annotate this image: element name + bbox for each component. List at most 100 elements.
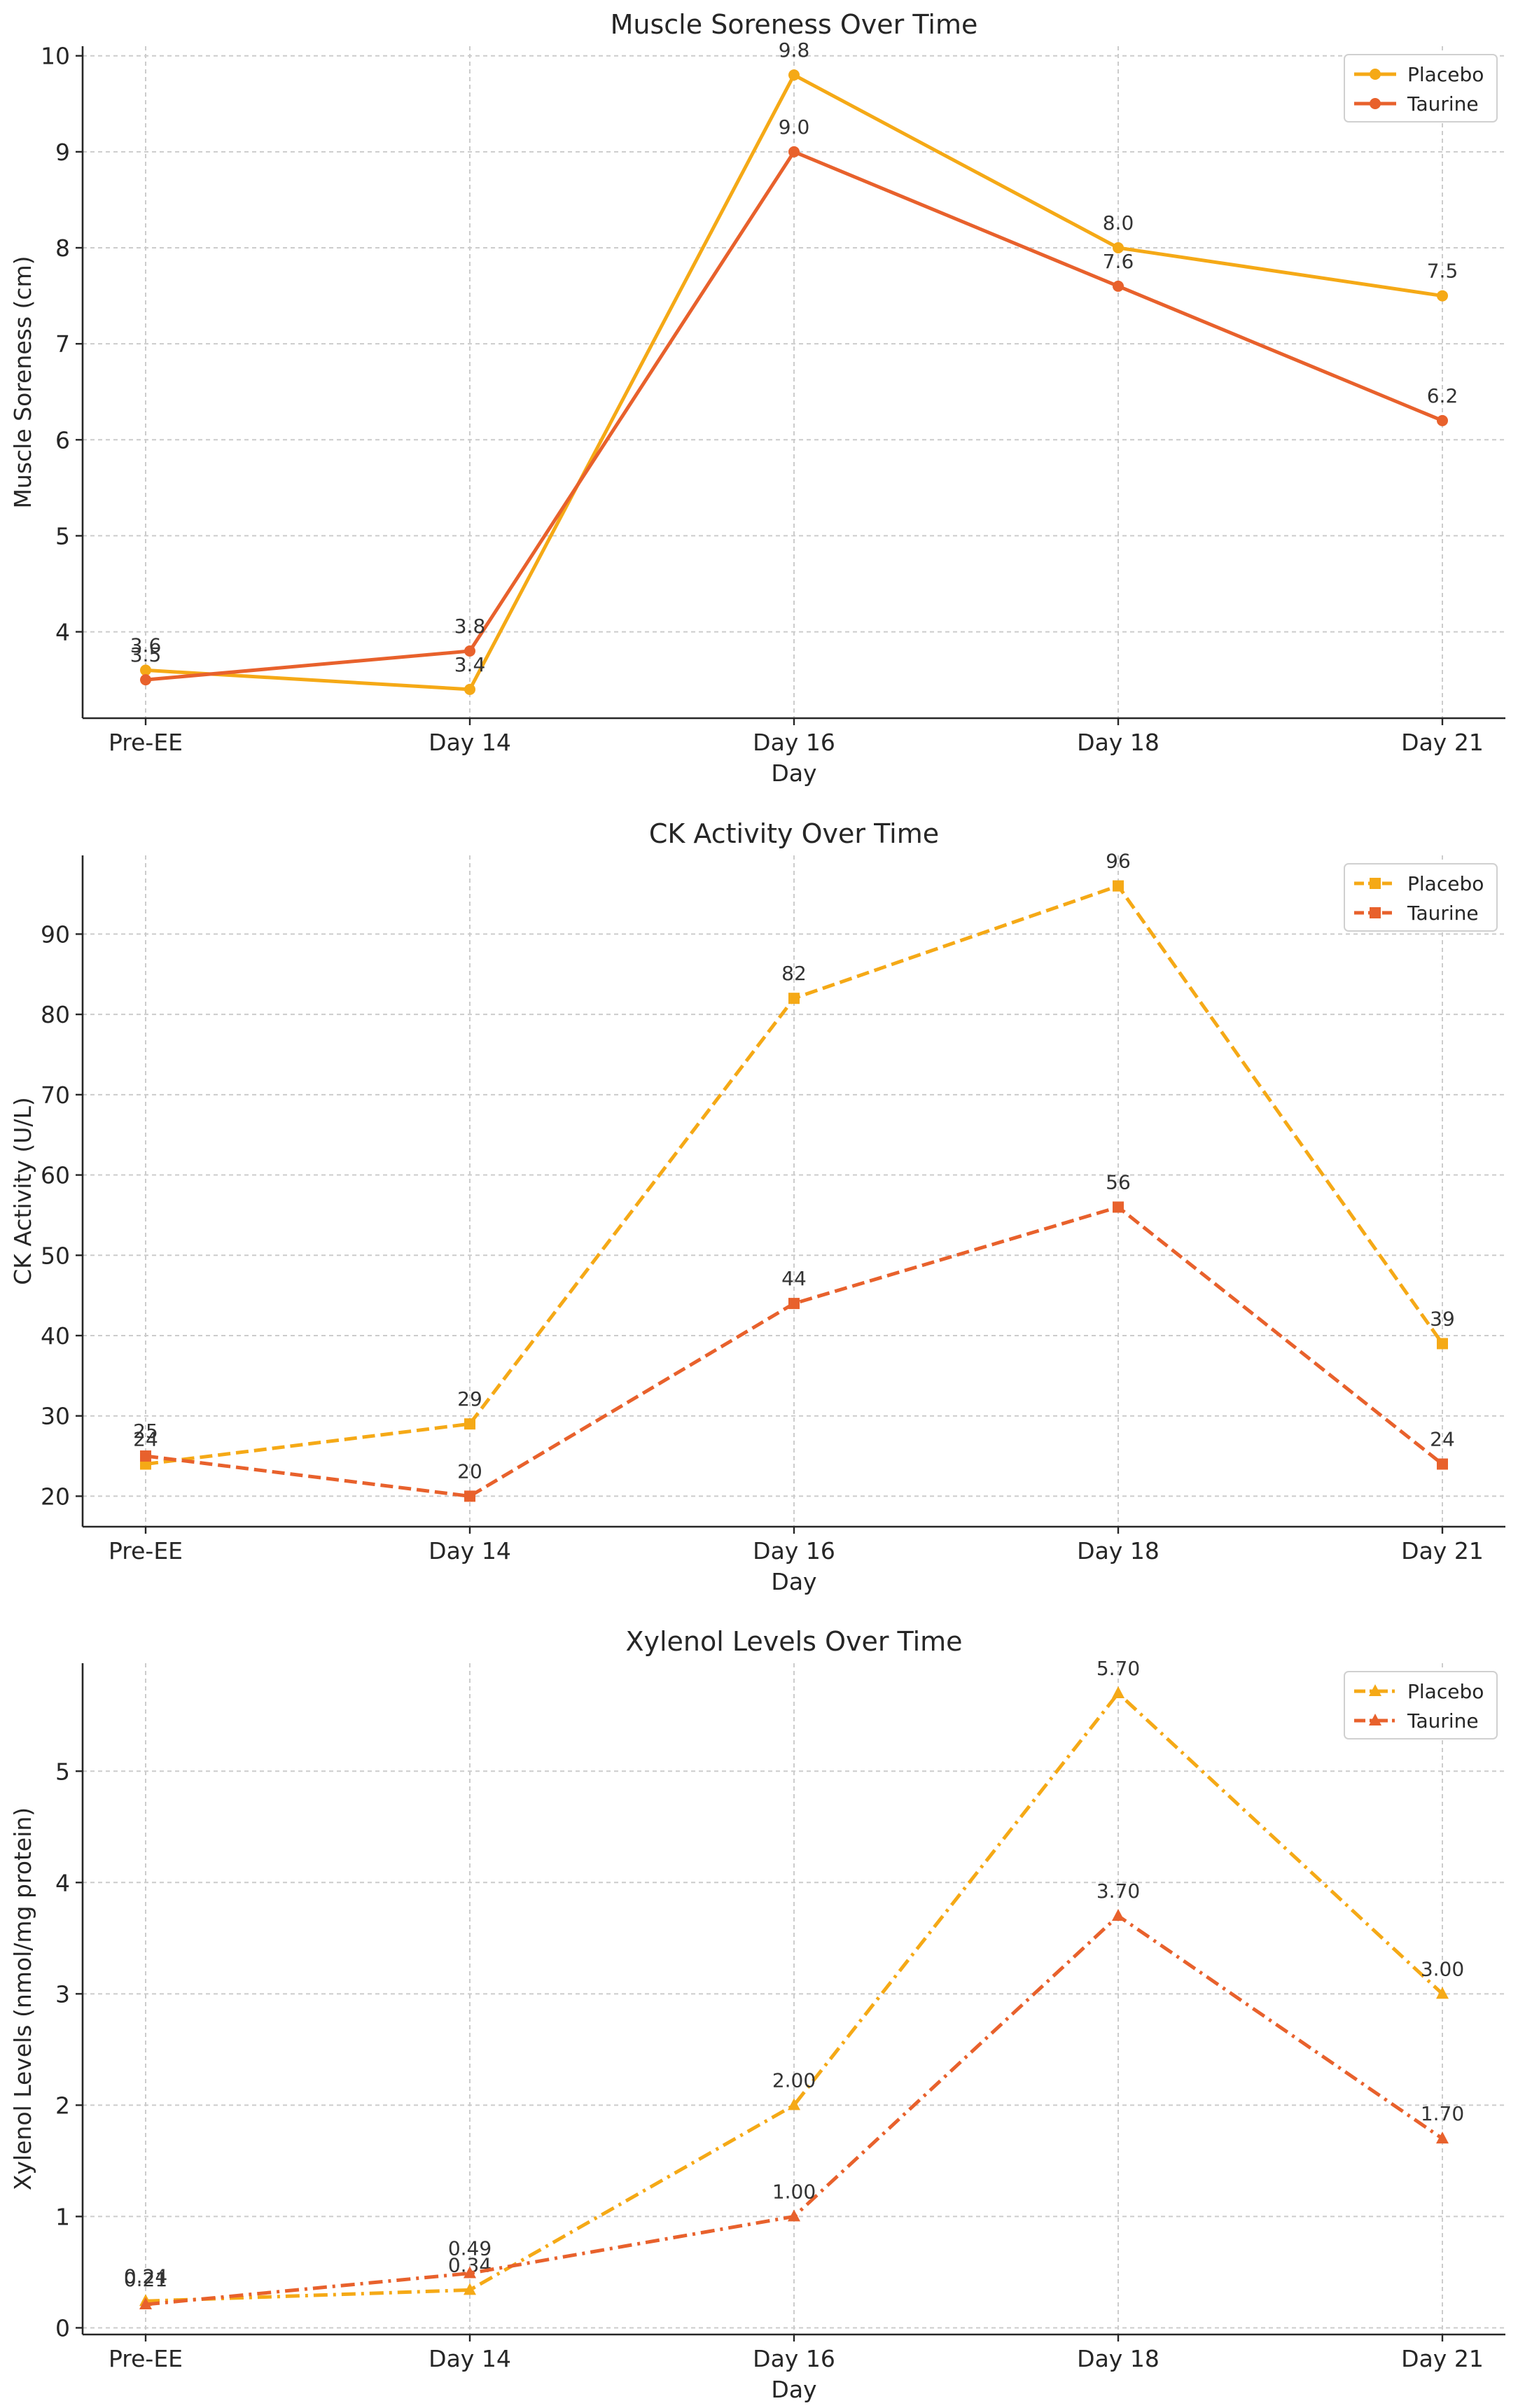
data-label: 3.00 [1421, 1957, 1464, 1980]
y-axis-label: CK Activity (U/L) [9, 1097, 36, 1284]
data-label: 24 [1430, 1428, 1455, 1451]
data-label: 2.00 [772, 2068, 816, 2092]
data-label: 7.5 [1427, 260, 1458, 283]
x-tick-label: Pre-EE [109, 2345, 183, 2372]
data-point [1437, 1338, 1448, 1350]
data-point [464, 1490, 475, 1502]
x-tick-label: Day 21 [1401, 1537, 1484, 1564]
data-point [1112, 1686, 1124, 1698]
y-tick-label: 6 [55, 426, 70, 454]
data-label: 82 [781, 962, 807, 985]
legend-marker [1369, 1684, 1381, 1696]
data-point [464, 2266, 476, 2278]
y-tick-label: 20 [41, 1483, 70, 1510]
y-tick-label: 3 [55, 1980, 70, 2008]
data-label: 0.49 [448, 2237, 492, 2260]
y-tick-label: 7 [55, 330, 70, 358]
x-tick-label: Day 18 [1077, 1537, 1160, 1564]
data-point [464, 1418, 475, 1430]
data-label: 9.8 [779, 38, 810, 62]
data-point [788, 69, 800, 81]
data-point [1436, 1987, 1449, 1999]
data-label: 7.6 [1103, 250, 1134, 273]
data-point [140, 664, 151, 676]
data-label: 20 [457, 1460, 482, 1483]
data-point [1437, 1458, 1448, 1470]
data-point [140, 674, 151, 686]
legend-label: Taurine [1407, 902, 1479, 925]
y-tick-label: 2 [55, 2092, 70, 2119]
data-label: 8.0 [1103, 211, 1134, 234]
y-tick-label: 5 [55, 1758, 70, 1785]
x-tick-label: Day 16 [753, 2345, 835, 2372]
data-point [788, 993, 800, 1004]
series-line [145, 1691, 1444, 2303]
x-tick-label: Day 14 [429, 1537, 511, 1564]
y-tick-label: 0 [55, 2314, 70, 2342]
x-tick-label: Day 21 [1401, 729, 1484, 756]
legend-marker [1370, 69, 1381, 80]
data-label: 0.24 [124, 2264, 167, 2288]
data-label: 3.8 [454, 615, 486, 638]
x-tick-label: Day 16 [753, 1537, 835, 1564]
data-label: 29 [457, 1387, 482, 1410]
x-tick-label: Day 18 [1077, 2345, 1160, 2372]
x-axis-label: Day [771, 760, 816, 787]
chart-title: Xylenol Levels Over Time [625, 1626, 962, 1657]
chart-panel-1: Pre-EE Day 14 Day 16 Day 18 Day 21 4 5 6 7 8 9 10 Mu… [9, 9, 1505, 787]
y-tick-label: 8 [55, 234, 70, 262]
y-tick-label: 90 [41, 920, 70, 948]
data-point [140, 1450, 151, 1462]
data-point [464, 2283, 476, 2295]
legend-label: Taurine [1407, 92, 1479, 115]
data-point [1113, 280, 1124, 292]
y-tick-label: 10 [41, 43, 70, 70]
x-tick-label: Day 14 [429, 729, 511, 756]
data-label: 24 [133, 1428, 158, 1451]
y-tick-label: 40 [41, 1322, 70, 1350]
legend-label: Taurine [1407, 1709, 1479, 1732]
legend-label: Placebo [1407, 1680, 1484, 1703]
y-tick-label: 80 [41, 1001, 70, 1028]
y-tick-label: 60 [41, 1162, 70, 1189]
data-point [464, 683, 475, 695]
legend-marker [1370, 98, 1381, 109]
data-point [788, 146, 800, 158]
data-label: 56 [1106, 1170, 1131, 1194]
data-point [1113, 242, 1124, 253]
chart-title: CK Activity Over Time [649, 818, 939, 849]
data-label: 1.70 [1421, 2102, 1464, 2125]
data-point [788, 2098, 800, 2110]
data-label: 3.70 [1096, 1879, 1140, 1903]
series-taurine: 3.5 3.8 9.0 7.6 6.2 [130, 115, 1458, 686]
data-point [1437, 290, 1448, 302]
data-point [1436, 2132, 1449, 2144]
legend: Placebo Taurine [1344, 54, 1498, 122]
x-tick-label: Day 18 [1077, 729, 1160, 756]
data-label: 25 [133, 1420, 158, 1443]
chart-panel-2: Pre-EE Day 14 Day 16 Day 18 Day 21 20 30 40 50 60… [9, 818, 1505, 1595]
y-tick-label: 4 [55, 619, 70, 646]
data-label: 39 [1430, 1307, 1455, 1330]
data-label: 96 [1106, 850, 1131, 873]
data-point [1437, 414, 1448, 426]
data-point [788, 1298, 800, 1310]
data-point [139, 2297, 152, 2310]
data-label: 0.21 [124, 2268, 167, 2291]
x-tick-label: Pre-EE [109, 729, 183, 756]
y-tick-label: 4 [55, 1869, 70, 1896]
series-taurine: 0.21 0.49 1.00 3.70 1.70 [124, 1879, 1464, 2310]
y-axis-label: Xylenol Levels (nmol/mg protein) [9, 1807, 36, 2190]
y-tick-label: 9 [55, 139, 70, 166]
legend-label: Placebo [1407, 872, 1484, 895]
x-tick-label: Day 21 [1401, 2345, 1484, 2372]
legend: Placebo Taurine [1344, 863, 1498, 932]
y-tick-label: 50 [41, 1242, 70, 1269]
series-taurine: 25 20 44 56 24 [133, 1170, 1455, 1502]
data-point [788, 2209, 800, 2222]
data-point [464, 645, 475, 657]
series-line [145, 73, 1443, 692]
data-point [1112, 1909, 1124, 1921]
series-placebo: 3.6 3.4 9.8 8.0 7.5 [130, 38, 1458, 695]
